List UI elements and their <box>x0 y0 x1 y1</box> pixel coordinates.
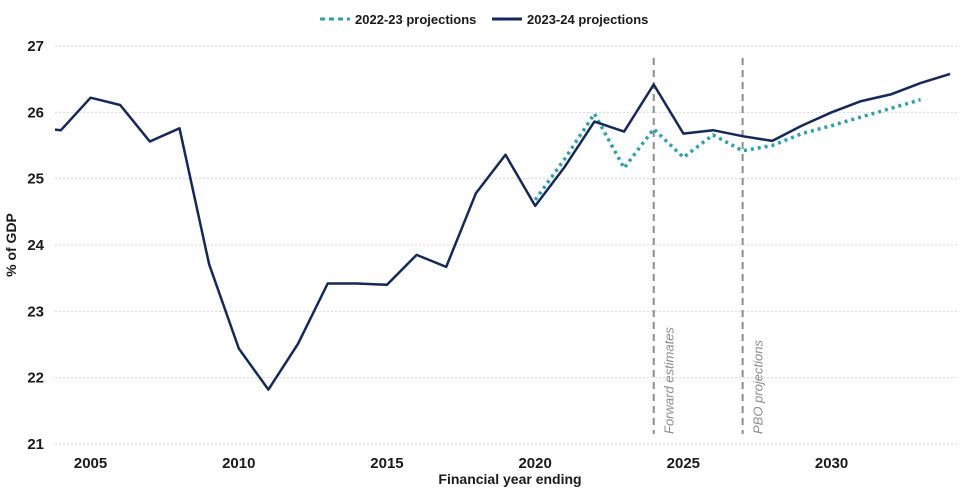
data-point <box>90 97 91 98</box>
data-point <box>179 128 180 129</box>
data-point <box>268 389 269 390</box>
data-point <box>772 145 773 146</box>
legend-label-2023-24: 2023-24 projections <box>527 12 648 27</box>
data-point <box>564 166 565 167</box>
y-tick-label: 24 <box>27 237 44 254</box>
data-point <box>950 73 951 74</box>
legend: 2022-23 projections 2023-24 projections <box>320 12 648 27</box>
data-point <box>713 130 714 131</box>
data-point <box>416 254 417 255</box>
data-point <box>742 150 743 151</box>
data-point <box>535 205 536 206</box>
y-tick-label: 27 <box>27 38 44 55</box>
data-point <box>149 141 150 142</box>
data-point <box>55 129 56 130</box>
gridlines <box>55 45 959 445</box>
series-lines <box>54 72 951 391</box>
data-point <box>890 108 891 109</box>
data-point <box>801 133 802 134</box>
x-tick-label: 2005 <box>74 455 107 472</box>
data-point <box>594 113 595 114</box>
data-point <box>564 158 565 159</box>
x-tick-label: 2010 <box>222 455 255 472</box>
data-point <box>861 101 862 102</box>
x-axis-label: Financial year ending <box>438 471 581 487</box>
data-point <box>209 264 210 265</box>
data-point <box>831 112 832 113</box>
series-line-1 <box>54 72 951 391</box>
data-point <box>683 133 684 134</box>
y-tick-label: 25 <box>27 171 44 188</box>
data-point <box>624 131 625 132</box>
y-axis-label: % of GDP <box>3 213 19 277</box>
data-point <box>653 84 654 85</box>
data-point <box>831 125 832 126</box>
data-point <box>920 99 921 100</box>
reference-lines: Forward estimates PBO projections <box>652 58 766 434</box>
data-point <box>505 154 506 155</box>
data-point <box>357 283 358 284</box>
data-point <box>920 83 921 84</box>
data-point <box>801 125 802 126</box>
y-tick-label: 21 <box>27 436 44 453</box>
legend-label-2022-23: 2022-23 projections <box>355 12 476 27</box>
data-point <box>446 266 447 267</box>
x-tick-label: 2025 <box>667 455 700 472</box>
data-point <box>653 128 654 129</box>
x-axis-ticks: 2005 2010 2015 2020 2025 2030 <box>74 455 848 472</box>
data-point <box>713 134 714 135</box>
reference-line-label: Forward estimates <box>662 327 677 434</box>
y-tick-label: 26 <box>27 104 44 121</box>
y-axis-ticks: 21 22 23 24 25 26 27 <box>27 38 44 453</box>
data-point <box>475 193 476 194</box>
data-point <box>298 343 299 344</box>
data-point <box>387 284 388 285</box>
x-tick-label: 2030 <box>815 455 848 472</box>
series-line-0 <box>533 98 921 201</box>
reference-line-label: PBO projections <box>751 340 766 434</box>
data-point <box>742 136 743 137</box>
data-point <box>624 168 625 169</box>
data-point <box>594 121 595 122</box>
y-tick-label: 22 <box>27 370 44 387</box>
x-tick-label: 2020 <box>518 455 551 472</box>
data-point <box>772 140 773 141</box>
data-point <box>535 199 536 200</box>
data-point <box>60 130 61 131</box>
data-point <box>683 157 684 158</box>
y-tick-label: 23 <box>27 303 44 320</box>
data-point <box>890 94 891 95</box>
data-point <box>238 348 239 349</box>
x-tick-label: 2015 <box>370 455 403 472</box>
data-point <box>327 283 328 284</box>
data-point <box>120 105 121 106</box>
data-point <box>861 117 862 118</box>
